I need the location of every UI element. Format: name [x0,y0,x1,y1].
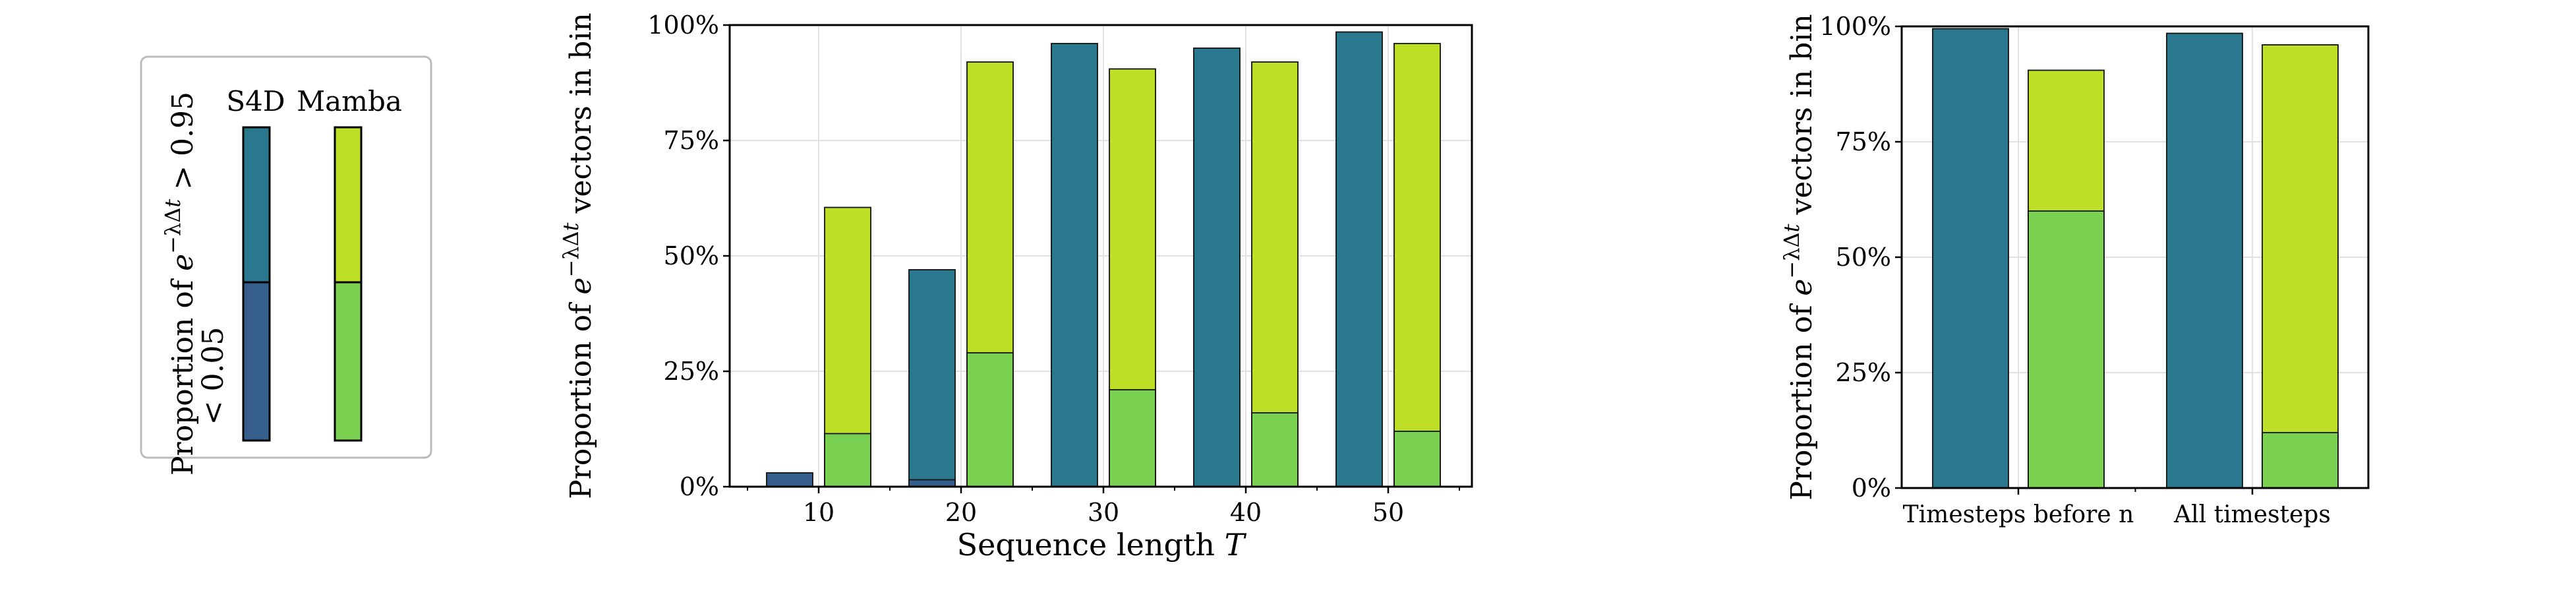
bar-mamba-low [2262,432,2339,489]
chart1-x-tick-label: 50 [1372,498,1404,527]
chart2-x-ticks: Timesteps before n All timesteps [1903,488,2331,528]
chart1-y-tick-label: 25% [664,357,719,386]
chart2-y-ticks: 0% 25% 50% 75% 100% [1819,12,1902,503]
chart2-y-tick-label: 100% [1819,12,1891,41]
chart1-y-tick-label: 100% [647,11,719,40]
bar-mamba-high [2262,44,2339,489]
chart2-y-axis-label: Proportion of e−λΔt vectors in bin [1779,14,1819,501]
legend-swatch-s4d-high [242,126,271,284]
chart2-y-tick-label: 75% [1836,127,1891,156]
chart1-y-tick-label: 50% [664,241,719,270]
bar-mamba-low [966,352,1014,487]
bar-mamba-low [824,433,871,487]
bar-s4d-low [766,472,813,487]
chart2-y-tick-label: 25% [1836,358,1891,387]
chart2-bars [1932,28,2339,489]
bar-mamba-low [1251,412,1299,487]
chart2-y-tick-label: 50% [1836,243,1891,272]
chart1-bars [766,31,1441,487]
chart1-x-tick-label: 30 [1088,498,1119,527]
chart1-y-tick-label: 0% [680,472,719,501]
chart1-x-tick-label: 40 [1230,498,1262,527]
chart1-y-tick-label: 75% [664,126,719,155]
chart1-x-axis-label: Sequence length T [957,527,1247,563]
bar-s4d-high [1932,28,2009,489]
bar-mamba-low [2028,210,2105,489]
legend-row-label-high: Proportion of e−λΔt > 0.95 [160,92,200,475]
legend-row-label-low: < 0.05 [196,327,230,425]
legend-swatch-mamba-high [334,126,363,284]
bar-s4d-high [2166,32,2243,489]
bar-s4d-high [1051,43,1098,487]
bar-s4d-low [908,479,956,487]
chart1-x-tick-label: 20 [945,498,977,527]
chart1-x-ticks: 10 20 30 40 50 [747,487,1460,527]
chart2-x-tick-label: All timesteps [2173,501,2331,528]
legend-col-label-s4d: S4D [226,85,285,117]
chart1-x-tick-label: 10 [803,498,834,527]
bar-s4d-high [1193,47,1241,487]
chart1-y-axis-label: Proportion of e−λΔt vectors in bin [558,13,598,499]
bar-s4d-high [908,269,956,487]
bar-mamba-low [1109,389,1156,487]
bar-mamba-low [1393,431,1441,487]
bar-mamba-high [1393,43,1441,487]
legend: S4D Mamba Proportion of e−λΔt > 0.95 < 0… [140,55,432,475]
legend-swatch-s4d-low [242,281,271,442]
chart2-y-tick-label: 0% [1852,474,1891,503]
legend-swatch-mamba-low [334,281,363,442]
chart-sequence-length: 0% 25% 50% 75% 100% 10 20 30 40 50 Sequence leng… [558,11,1473,563]
chart1-y-ticks: 0% 25% 50% 75% 100% [647,11,730,501]
chart2-x-tick-label: Timesteps before n [1903,501,2134,528]
chart-timesteps: 0% 25% 50% 75% 100% Timesteps before n All ti… [1779,12,2370,528]
legend-col-label-mamba: Mamba [297,85,402,117]
bar-s4d-high [1335,31,1383,487]
